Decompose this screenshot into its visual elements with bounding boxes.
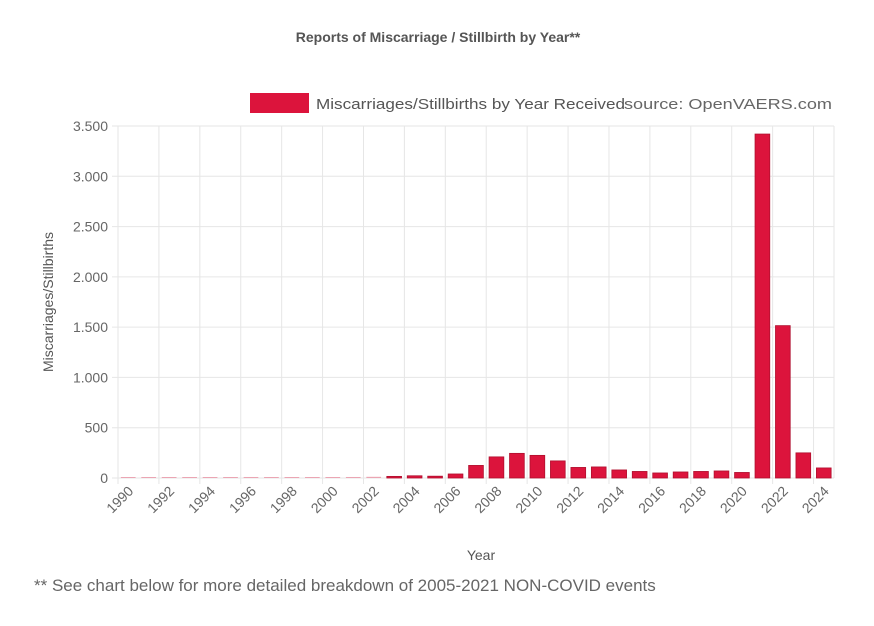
x-tick-label: 2016 — [635, 483, 668, 516]
bar-2023[interactable] — [795, 452, 812, 479]
bar-2005[interactable] — [427, 475, 443, 479]
x-tick-label: 1990 — [103, 483, 136, 516]
y-tick-label: 2.500 — [73, 219, 108, 235]
bar-2001[interactable] — [345, 476, 361, 478]
y-tick-labels: 0 500 1.000 1.500 2.000 2.500 3.000 3.500 — [73, 118, 108, 486]
y-axis-label: Miscarriages/Stillbirths — [40, 232, 56, 372]
bar-2008[interactable] — [488, 456, 505, 479]
x-tick-label: 1994 — [185, 483, 218, 516]
bar-1990[interactable] — [120, 477, 136, 478]
x-tick-label: 2012 — [553, 483, 586, 516]
bar-1999[interactable] — [304, 477, 320, 478]
bar-1992[interactable] — [161, 477, 177, 478]
bar-2014[interactable] — [611, 469, 627, 479]
bar-1996[interactable] — [243, 476, 259, 478]
bar-2016[interactable] — [652, 472, 668, 479]
y-tick-label: 3.500 — [73, 118, 108, 134]
bar-2024[interactable] — [816, 467, 832, 479]
x-tick-label: 2018 — [676, 483, 709, 516]
source-label: source: OpenVAERS.com — [624, 96, 832, 113]
x-tick-label: 1998 — [267, 483, 300, 516]
bar-2000[interactable] — [325, 477, 341, 478]
bar-2011[interactable] — [550, 460, 566, 479]
bar-2009[interactable] — [509, 452, 525, 479]
x-axis-label: Year — [467, 547, 496, 563]
x-tick-label: 2002 — [348, 483, 381, 516]
bar-2003[interactable] — [386, 475, 402, 479]
x-tick-label: 2008 — [471, 483, 504, 516]
bar-1998[interactable] — [284, 477, 300, 478]
bars — [120, 133, 832, 479]
x-tick-label: 2006 — [430, 483, 463, 516]
x-tick-label: 2022 — [758, 483, 791, 516]
bar-2006[interactable] — [447, 473, 464, 479]
bar-2013[interactable] — [590, 466, 607, 479]
x-tick-label: 2020 — [717, 483, 750, 516]
bar-2012[interactable] — [570, 467, 587, 479]
bar-2007[interactable] — [468, 465, 484, 479]
legend-swatch[interactable] — [250, 93, 309, 113]
bar-2018[interactable] — [693, 471, 709, 479]
bar-2021[interactable] — [754, 133, 771, 479]
bar-2010[interactable] — [529, 454, 546, 479]
x-tick-labels: 1990 1992 1994 1996 1998 2000 2002 2004 2006 2008… — [103, 483, 832, 516]
bar-2015[interactable] — [631, 471, 648, 479]
x-tick-label: 2000 — [308, 483, 341, 516]
y-tick-label: 3.000 — [73, 168, 108, 184]
bar-2020[interactable] — [734, 472, 750, 479]
y-tick-label: 2.000 — [73, 269, 108, 285]
chart-title: Reports of Miscarriage / Stillbirth by Y… — [296, 29, 581, 45]
footnote: ** See chart below for more detailed bre… — [34, 576, 656, 595]
y-tick-label: 1.000 — [73, 369, 108, 385]
bar-1997[interactable] — [264, 477, 279, 478]
bar-2017[interactable] — [672, 471, 689, 479]
x-tick-label: 2014 — [594, 483, 627, 516]
x-tick-label: 1996 — [226, 483, 259, 516]
y-tick-label: 500 — [85, 420, 109, 436]
bar-1994[interactable] — [202, 477, 218, 478]
bar-2022[interactable] — [775, 325, 791, 479]
legend-label[interactable]: Miscarriages/Stillbirths by Year Receive… — [316, 96, 625, 113]
y-tick-label: 1.500 — [73, 319, 108, 335]
bar-2002[interactable] — [366, 476, 382, 478]
bar-2004[interactable] — [406, 475, 423, 479]
x-tick-label: 2010 — [512, 483, 545, 516]
y-tick-label: 0 — [100, 470, 108, 486]
grid — [112, 125, 835, 484]
bar-2019[interactable] — [713, 470, 730, 479]
x-tick-label: 1992 — [144, 483, 177, 516]
x-tick-label: 2004 — [389, 483, 422, 516]
x-tick-label: 2024 — [799, 483, 832, 516]
bar-1993[interactable] — [182, 477, 197, 478]
bar-1991[interactable] — [141, 477, 157, 478]
bar-1995[interactable] — [223, 477, 238, 478]
